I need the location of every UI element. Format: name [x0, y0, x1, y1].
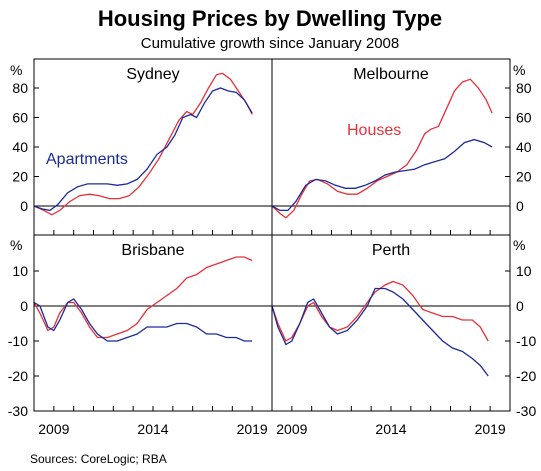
chart-title: Housing Prices by Dwelling Type [98, 6, 442, 31]
panels: Sydney 0 20 40 60 80 Apartments Melbourne 0 20 40 6… [8, 66, 537, 419]
y-tick-label: -10 [8, 333, 28, 349]
y-tick-label: 60 [12, 110, 28, 126]
x-tick-label: 2009 [276, 421, 307, 437]
series-line-houses [33, 256, 253, 339]
unit-label-bottom-left: % [10, 237, 22, 253]
unit-label-top-right: % [513, 62, 525, 78]
x-tick-label: 2014 [375, 421, 406, 437]
y-tick-label: -20 [8, 368, 28, 384]
series-line-houses [271, 78, 493, 219]
panel-perth: Perth -30 -20 -10 0 10 [271, 242, 536, 419]
x-tick-labels: 2009 2014 2019 2009 2014 2019 [38, 421, 506, 437]
x-tick-label: 2019 [475, 421, 506, 437]
x-tick-label: 2009 [38, 421, 69, 437]
y-tick-label: 0 [20, 298, 28, 314]
y-tick-label: 20 [516, 169, 532, 185]
source-note: Sources: CoreLogic; RBA [30, 452, 167, 466]
y-tick-label: 80 [12, 80, 28, 96]
panel-title: Brisbane [121, 242, 184, 259]
y-tick-label: 20 [12, 169, 28, 185]
y-tick-label: 80 [516, 80, 532, 96]
series-line-apartments [271, 287, 489, 377]
y-tick-label: 10 [516, 263, 532, 279]
y-tick-label: 40 [12, 139, 28, 155]
y-tick-label: -30 [516, 403, 536, 419]
panel-title: Melbourne [353, 66, 429, 83]
unit-label-bottom-right: % [513, 237, 525, 253]
y-tick-label: -30 [8, 403, 28, 419]
series-line-apartments [33, 298, 253, 342]
panel-melbourne: Melbourne 0 20 40 60 80 Houses [271, 66, 532, 235]
y-tick-label: 10 [12, 263, 28, 279]
panel-sydney: Sydney 0 20 40 60 80 Apartments [12, 66, 273, 235]
y-tick-label: -20 [516, 368, 536, 384]
chart-subtitle: Cumulative growth since January 2008 [141, 35, 399, 52]
panel-title: Sydney [126, 66, 179, 83]
x-tick-label: 2019 [237, 421, 268, 437]
series-line-apartments [33, 87, 253, 212]
series-label-houses: Houses [347, 122, 401, 139]
y-tick-label: 40 [516, 139, 532, 155]
y-tick-label: 60 [516, 110, 532, 126]
x-tick-label: 2014 [137, 421, 168, 437]
series-label-apartments: Apartments [46, 151, 128, 168]
series-line-houses [33, 72, 253, 216]
y-tick-label: 0 [516, 298, 524, 314]
y-tick-label: 0 [516, 198, 524, 214]
panel-title: Perth [372, 242, 410, 259]
y-tick-label: 0 [20, 198, 28, 214]
unit-label-top-left: % [10, 62, 22, 78]
y-tick-label: -10 [516, 333, 536, 349]
panel-brisbane: Brisbane -30 -20 -10 0 10 [8, 242, 273, 419]
series-line-apartments [271, 138, 493, 212]
